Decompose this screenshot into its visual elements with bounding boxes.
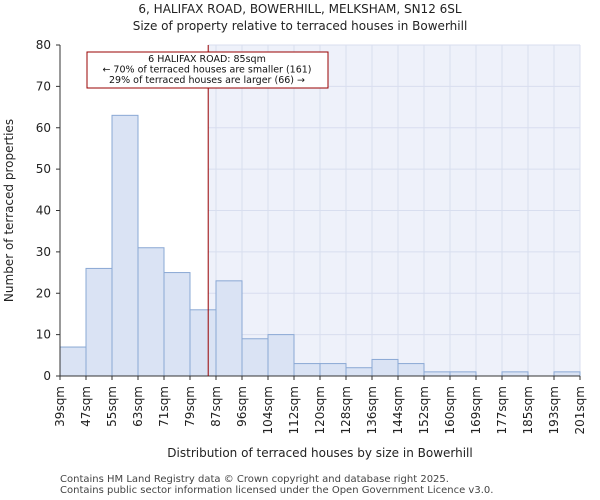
y-tick-label: 40 [36, 204, 51, 218]
bar-87sqm [215, 280, 243, 377]
x-tick-label-177sqm: 177sqm [495, 386, 509, 434]
x-tick-label-152sqm: 152sqm [417, 386, 431, 434]
chart-subtitle: Size of property relative to terraced ho… [132, 19, 468, 33]
x-tick-label-112sqm: 112sqm [287, 386, 301, 434]
x-tick-label-39sqm: 39sqm [53, 386, 67, 427]
bar-177sqm [501, 371, 529, 377]
bar-152sqm [423, 371, 451, 377]
y-tick-label: 0 [43, 369, 51, 383]
bar-71sqm [163, 272, 191, 377]
bar-96sqm [241, 338, 269, 377]
chart-title: 6, HALIFAX ROAD, BOWERHILL, MELKSHAM, SN… [138, 2, 462, 16]
bar-39sqm [59, 346, 87, 377]
x-tick-label-160sqm: 160sqm [443, 386, 457, 434]
bar-47sqm [85, 267, 113, 377]
y-tick-label: 80 [36, 38, 51, 52]
x-tick-label-193sqm: 193sqm [547, 386, 561, 434]
bar-112sqm [293, 363, 321, 377]
bar-193sqm [553, 371, 581, 377]
bar-144sqm [397, 363, 425, 377]
x-tick-label-96sqm: 96sqm [235, 386, 249, 427]
x-tick-label-169sqm: 169sqm [469, 386, 483, 434]
x-tick-label-136sqm: 136sqm [365, 386, 379, 434]
bar-160sqm [449, 371, 477, 377]
bar-136sqm [371, 358, 399, 377]
bar-128sqm [345, 367, 373, 377]
bar-79sqm [189, 309, 217, 377]
y-tick-label: 20 [36, 286, 51, 300]
bar-120sqm [319, 363, 347, 377]
annotation-line-1: 6 HALIFAX ROAD: 85sqm [148, 54, 266, 65]
annotation-box [86, 51, 329, 89]
footer-line-2: Contains public sector information licen… [60, 485, 494, 496]
y-tick-label: 30 [36, 245, 51, 259]
x-tick-label-201sqm: 201sqm [573, 386, 587, 434]
annotation-line-2: ← 70% of terraced houses are smaller (16… [102, 65, 311, 76]
x-axis-label: Distribution of terraced houses by size … [167, 446, 472, 460]
x-tick-label-79sqm: 79sqm [183, 386, 197, 427]
y-tick-label: 60 [36, 121, 51, 135]
y-tick-label: 50 [36, 162, 51, 176]
x-tick-label-55sqm: 55sqm [105, 386, 119, 427]
x-tick-label-87sqm: 87sqm [209, 386, 223, 427]
x-tick-label-71sqm: 71sqm [157, 386, 171, 427]
footer-line-1: Contains HM Land Registry data © Crown c… [60, 474, 449, 485]
y-tick-label: 70 [36, 79, 51, 93]
bar-104sqm [267, 334, 295, 377]
x-tick-label-63sqm: 63sqm [131, 386, 145, 427]
bar-55sqm [111, 114, 139, 377]
x-tick-label-104sqm: 104sqm [261, 386, 275, 434]
x-tick-label-47sqm: 47sqm [79, 386, 93, 427]
x-tick-label-120sqm: 120sqm [313, 386, 327, 434]
bar-63sqm [137, 247, 165, 377]
x-tick-label-185sqm: 185sqm [521, 386, 535, 434]
x-tick-label-144sqm: 144sqm [391, 386, 405, 434]
x-tick-label-128sqm: 128sqm [339, 386, 353, 434]
y-axis-label: Number of terraced properties [2, 119, 16, 302]
annotation-line-3: 29% of terraced houses are larger (66) → [109, 75, 305, 86]
y-tick-label: 10 [36, 328, 51, 342]
